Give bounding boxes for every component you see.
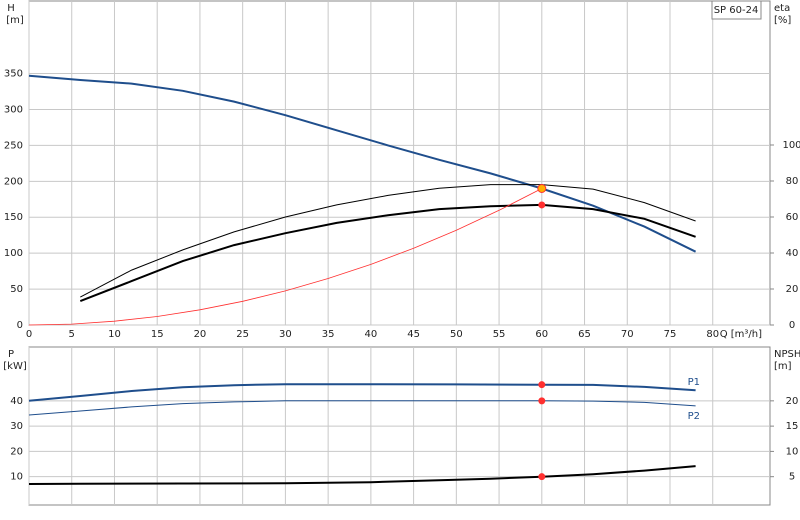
operating-point (538, 381, 546, 389)
x-tick-label: 45 (407, 329, 420, 340)
y2-axis-unit: [m] (774, 361, 792, 372)
operating-point (538, 397, 546, 405)
y-tick-label: 50 (10, 284, 23, 295)
y2-axis-label: NPSH (774, 349, 800, 360)
y2-tick-label: 20 (786, 284, 799, 295)
y-tick-label: 0 (17, 320, 23, 331)
x-tick-label: 70 (621, 329, 634, 340)
curve (80, 184, 696, 298)
curve (28, 465, 696, 485)
y-tick-label: 300 (4, 104, 23, 115)
y-tick-label: 100 (4, 248, 23, 259)
operating-point (538, 201, 546, 209)
x-tick-label: 20 (194, 329, 207, 340)
y-axis-unit: [kW] (3, 361, 27, 372)
y2-tick-label: 10 (786, 446, 799, 457)
x-tick-label: 15 (151, 329, 164, 340)
x-tick-label: 25 (236, 329, 249, 340)
y-tick-label: 250 (4, 140, 23, 151)
y-tick-label: 40 (10, 396, 23, 407)
x-tick-label: 10 (108, 329, 121, 340)
y-axis-label: H (7, 3, 15, 14)
legend-label: P2 (688, 411, 700, 422)
x-axis-label: Q [m³/h] (720, 329, 762, 340)
y2-tick-label: 20 (786, 396, 799, 407)
x-tick-label: 40 (365, 329, 378, 340)
x-tick-label: 30 (279, 329, 292, 340)
operating-point (537, 184, 547, 194)
curve (28, 400, 696, 416)
y2-tick-label: 15 (786, 421, 799, 432)
y-tick-label: 10 (10, 472, 23, 483)
curve (28, 74, 697, 253)
x-tick-label: 65 (578, 329, 591, 340)
y-tick-label: 150 (4, 212, 23, 223)
x-tick-label: 55 (493, 329, 506, 340)
y2-axis-label: eta (774, 3, 790, 14)
x-tick-label: 5 (69, 329, 75, 340)
y2-tick-label: 40 (786, 248, 799, 259)
x-tick-label: 50 (450, 329, 463, 340)
x-tick-label: 80 (706, 329, 719, 340)
x-tick-label: 35 (322, 329, 335, 340)
plot-area (28, 0, 771, 326)
y-tick-label: 30 (10, 421, 23, 432)
y2-tick-label: 0 (789, 320, 795, 331)
curve (79, 203, 696, 303)
curve (28, 188, 542, 326)
x-tick-label: 0 (26, 329, 32, 340)
y2-tick-label: 100 (782, 140, 800, 151)
y-axis-unit: [m] (6, 15, 24, 26)
y2-tick-label: 60 (786, 212, 799, 223)
chart-title: SP 60-24 (714, 5, 759, 16)
x-tick-label: 75 (664, 329, 677, 340)
x-tick-label: 60 (535, 329, 548, 340)
y-axis-label: P (8, 349, 14, 360)
y-tick-label: 350 (4, 69, 23, 80)
y-tick-label: 20 (10, 446, 23, 457)
y-tick-label: 200 (4, 176, 23, 187)
legend-label: P1 (688, 377, 700, 388)
operating-point (538, 473, 546, 481)
y2-tick-label: 5 (789, 472, 795, 483)
y2-tick-label: 80 (786, 176, 799, 187)
title-box (711, 0, 762, 20)
y2-axis-unit: [%] (774, 15, 791, 26)
curve (28, 383, 696, 402)
